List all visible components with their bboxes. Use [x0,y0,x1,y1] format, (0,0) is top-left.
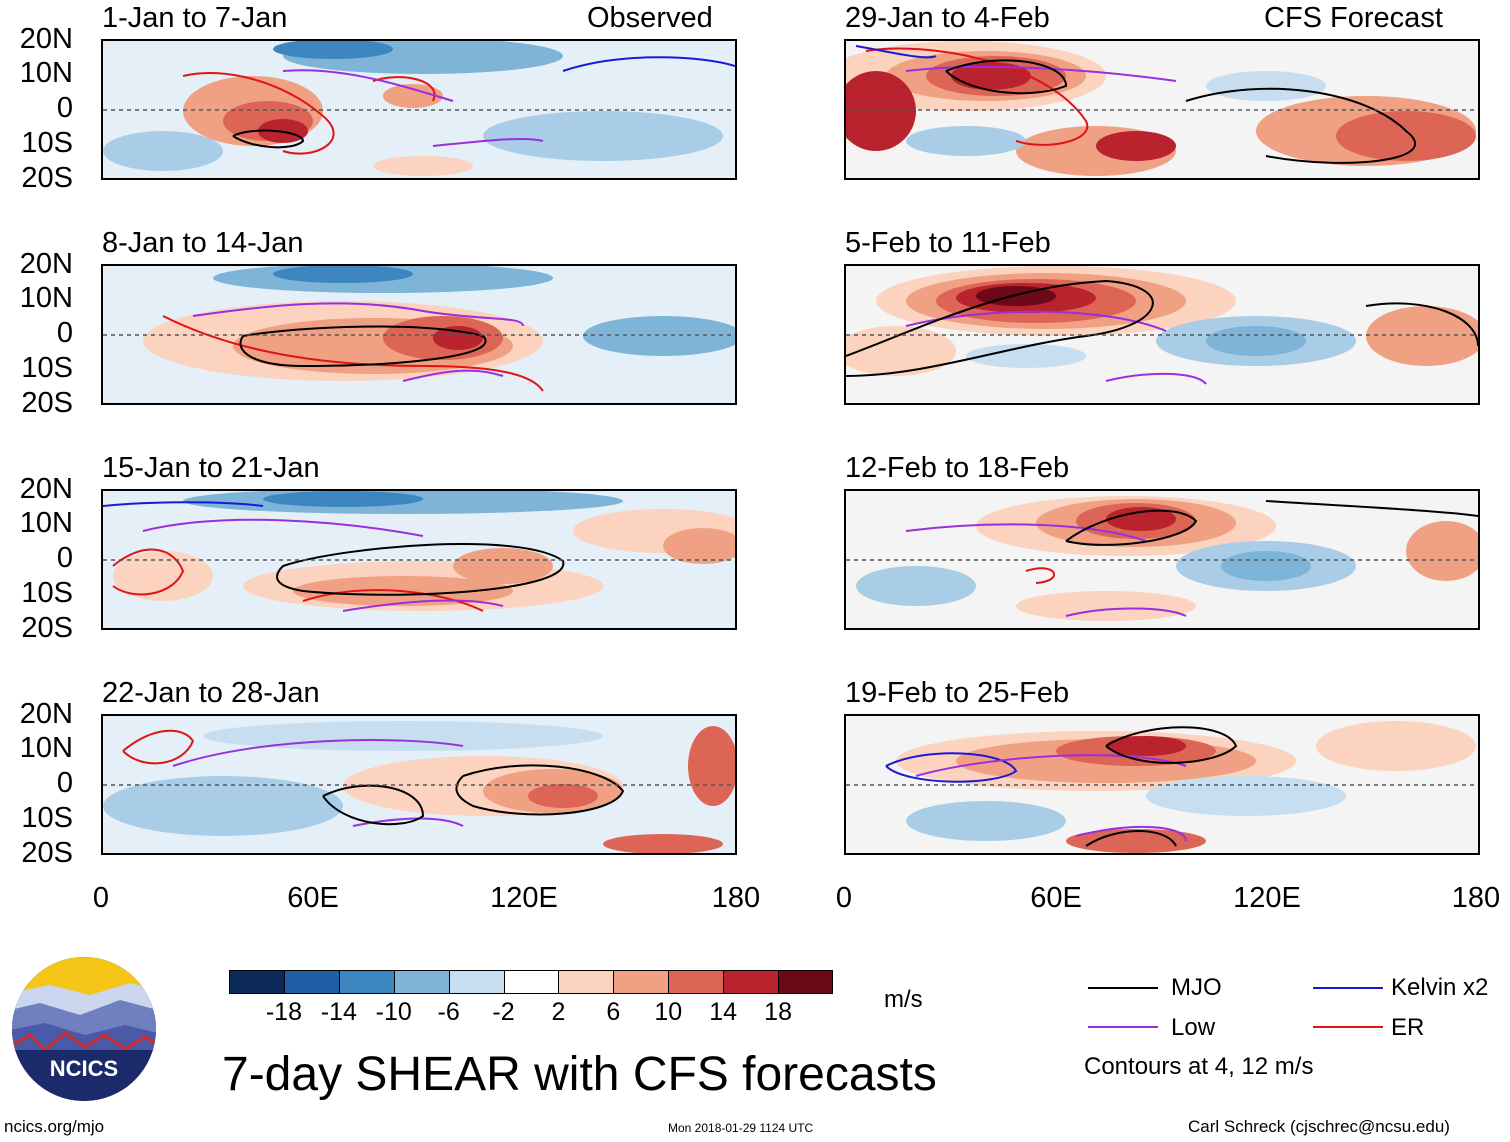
y-axis-label: 10S [21,577,73,609]
y-axis-label: 20N [19,698,73,730]
observed-panel-1-title: 1-Jan to 7-Jan [102,2,288,34]
colorbar-swatch [229,970,285,994]
forecast-map-panel-1 [844,39,1480,180]
y-axis-label: 0 [56,317,73,349]
colorbar-tick-label: 2 [551,998,566,1026]
x-axis-label-right-60e: 60E [1030,882,1082,914]
y-axis-label: 20N [19,473,73,505]
observed-map-panel-3 [101,489,737,630]
legend-low-label: Low [1171,1014,1216,1041]
y-axis-label: 0 [56,542,73,574]
colorbar-swatch [723,970,779,994]
ncics-logo: NCICS [10,955,158,1103]
footer-url[interactable]: ncics.org/mjo [4,1117,105,1136]
x-axis-label-right-180: 180 [1451,882,1501,914]
y-axis-label: 20N [19,248,73,280]
logo-text: NCICS [50,1056,118,1081]
observed-map-panel-2 [101,264,737,405]
colorbar-swatch [283,970,340,994]
colorbar-swatch [668,970,724,994]
legend-low-line [1088,1026,1158,1028]
y-axis-label: 20S [21,387,73,419]
footer-author: Carl Schreck (cjschrec@ncsu.edu) [1188,1117,1450,1136]
legend-mjo-label: MJO [1171,974,1222,1001]
y-axis-label: 0 [56,767,73,799]
y-axis-label: 10S [21,127,73,159]
footer-timestamp: Mon 2018-01-29 1124 UTC [668,1121,814,1135]
colorbar-tick-label: -6 [437,998,460,1026]
observed-panel-4-title: 22-Jan to 28-Jan [102,677,320,709]
y-axis-label: 0 [56,92,73,124]
colorbar-swatch [503,970,559,994]
x-axis-label-left-180: 180 [711,882,761,914]
legend-contour-note: Contours at 4, 12 m/s [1084,1053,1314,1080]
legend-er-label: ER [1391,1014,1425,1041]
observed-map-panel-4 [101,714,737,855]
legend-er-line [1313,1026,1383,1028]
y-axis-label: 10S [21,352,73,384]
forecast-panel-1-title: 29-Jan to 4-Feb [845,2,1050,34]
colorbar-tick-label: -10 [375,998,412,1026]
colorbar-swatch [558,970,614,994]
colorbar-swatch [338,970,395,994]
colorbar-tick-label: 6 [606,998,621,1026]
colorbar-swatch [448,970,505,994]
legend-kelvin-label: Kelvin x2 [1391,974,1489,1001]
forecast-panel-4-title: 19-Feb to 25-Feb [845,677,1070,709]
x-axis-label-right-120e: 120E [1233,882,1301,914]
colorbar-units: m/s [884,986,923,1013]
y-axis-label: 20S [21,612,73,644]
colorbar [229,970,834,996]
observed-panel-2-title: 8-Jan to 14-Jan [102,227,304,259]
colorbar-tick-label: -14 [320,998,357,1026]
y-axis-label: 10N [19,282,73,314]
y-axis-label: 10S [21,802,73,834]
colorbar-ticks: -18 -14 -10 -6 -2 2 6 10 14 18 [229,998,833,1028]
x-axis-label-right-0: 0 [835,882,853,914]
y-axis-label: 10N [19,732,73,764]
forecast-map-panel-3 [844,489,1480,630]
observed-column-label: Observed [587,2,713,34]
x-axis-label-left-60e: 60E [287,882,339,914]
colorbar-tick-label: 18 [764,998,792,1026]
y-axis-label: 20S [21,837,73,869]
colorbar-swatch [613,970,669,994]
observed-map-panel-1 [101,39,737,180]
colorbar-tick-label: 14 [709,998,738,1026]
y-axis-label: 20S [21,162,73,194]
main-title: 7-day SHEAR with CFS forecasts [222,1048,937,1101]
forecast-map-panel-2 [844,264,1480,405]
observed-panel-3-title: 15-Jan to 21-Jan [102,452,320,484]
y-axis-label: 20N [19,23,73,55]
colorbar-tick-label: -2 [492,998,515,1026]
forecast-map-panel-4 [844,714,1480,855]
y-axis-label: 10N [19,57,73,89]
forecast-column-label: CFS Forecast [1264,2,1443,34]
x-axis-label-left-0: 0 [92,882,110,914]
legend-mjo-line [1088,987,1158,989]
colorbar-tick-label: -18 [265,998,302,1026]
colorbar-swatch [778,970,834,994]
x-axis-label-left-120e: 120E [490,882,558,914]
forecast-panel-2-title: 5-Feb to 11-Feb [845,227,1051,259]
y-axis-label: 10N [19,507,73,539]
legend-kelvin-line [1313,987,1383,989]
colorbar-swatch [393,970,450,994]
colorbar-tick-label: 10 [654,998,683,1026]
forecast-panel-3-title: 12-Feb to 18-Feb [845,452,1070,484]
